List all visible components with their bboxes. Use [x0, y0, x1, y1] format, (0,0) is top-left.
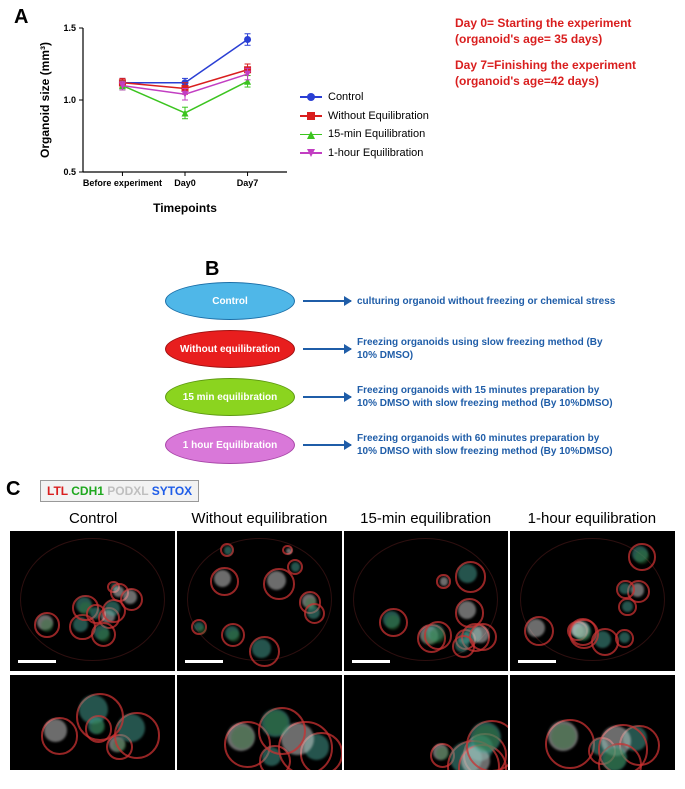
panel-b-row: 15 min equilibration Freezing organoids … — [165, 378, 685, 416]
svg-text:1.5: 1.5 — [63, 23, 76, 33]
panel-c-row2 — [10, 675, 675, 770]
legend-row: 15-min Equilibration — [300, 125, 429, 144]
arrow-icon — [303, 300, 351, 302]
svg-text:Organoid size (mm³): Organoid size (mm³) — [38, 42, 52, 158]
arrow-icon — [303, 396, 351, 398]
svg-text:Day7: Day7 — [237, 178, 259, 188]
micrograph-low-mag — [10, 531, 175, 671]
condition-desc: Freezing organoids with 15 minutes prepa… — [357, 384, 617, 410]
arrow-icon — [303, 444, 351, 446]
chart-legend: ControlWithout Equilibration15-min Equil… — [300, 88, 429, 163]
micrograph-high-mag — [177, 675, 342, 770]
panel-c-images: LTL CDH1 PODXL SYTOX ControlWithout equi… — [10, 480, 675, 770]
scale-bar — [352, 660, 390, 663]
legend-row: Control — [300, 88, 429, 107]
condition-ellipse: 15 min equilibration — [165, 378, 295, 416]
condition-ellipse: 1 hour Equilibration — [165, 426, 295, 464]
panel-c-column-headers: ControlWithout equilibration15-min equil… — [10, 510, 675, 527]
condition-desc: Freezing organoids with 60 minutes prepa… — [357, 432, 617, 458]
legend-row: Without Equilibration — [300, 107, 429, 126]
condition-desc: culturing organoid without freezing or c… — [357, 295, 615, 308]
chart-svg: 0.5 1.0 1.5 Before experiment Day0 Day7 Timepo… — [35, 18, 295, 218]
panel-c-col-header: 15-min equilibration — [343, 510, 509, 527]
svg-text:1.0: 1.0 — [63, 95, 76, 105]
panel-a-label: A — [14, 6, 28, 29]
panel-b-row: Control culturing organoid without freez… — [165, 282, 685, 320]
panel-b-diagram: Control culturing organoid without freez… — [165, 282, 685, 474]
condition-desc: Freezing organoids using slow freezing m… — [357, 336, 617, 362]
svg-text:Before experiment: Before experiment — [83, 178, 162, 188]
scale-bar — [18, 660, 56, 663]
panel-b-row: Without equilibration Freezing organoids… — [165, 330, 685, 368]
micrograph-low-mag — [177, 531, 342, 671]
micrograph-high-mag — [344, 675, 509, 770]
annotation-day0: Day 0= Starting the experiment (organoid… — [455, 16, 685, 47]
micrograph-low-mag — [344, 531, 509, 671]
panel-c-col-header: 1-hour equilibration — [509, 510, 675, 527]
panel-c-col-header: Without equilibration — [176, 510, 342, 527]
annotation-day7: Day 7=Finishing the experiment (organoid… — [455, 58, 685, 89]
panel-b-row: 1 hour Equilibration Freezing organoids … — [165, 426, 685, 464]
svg-text:0.5: 0.5 — [63, 167, 76, 177]
condition-ellipse: Without equilibration — [165, 330, 295, 368]
panel-c-col-header: Control — [10, 510, 176, 527]
legend-row: 1-hour Equilibration — [300, 144, 429, 163]
panel-b-label: B — [205, 258, 219, 281]
arrow-icon — [303, 348, 351, 350]
scale-bar — [185, 660, 223, 663]
micrograph-high-mag — [10, 675, 175, 770]
svg-text:Timepoints: Timepoints — [153, 201, 217, 215]
marker-legend-box: LTL CDH1 PODXL SYTOX — [40, 480, 199, 502]
svg-text:Day0: Day0 — [174, 178, 196, 188]
condition-ellipse: Control — [165, 282, 295, 320]
panel-c-row1 — [10, 531, 675, 671]
chart-panel-a: 0.5 1.0 1.5 Before experiment Day0 Day7 Timepo… — [35, 18, 295, 218]
scale-bar — [518, 660, 556, 663]
micrograph-low-mag — [510, 531, 675, 671]
micrograph-high-mag — [510, 675, 675, 770]
